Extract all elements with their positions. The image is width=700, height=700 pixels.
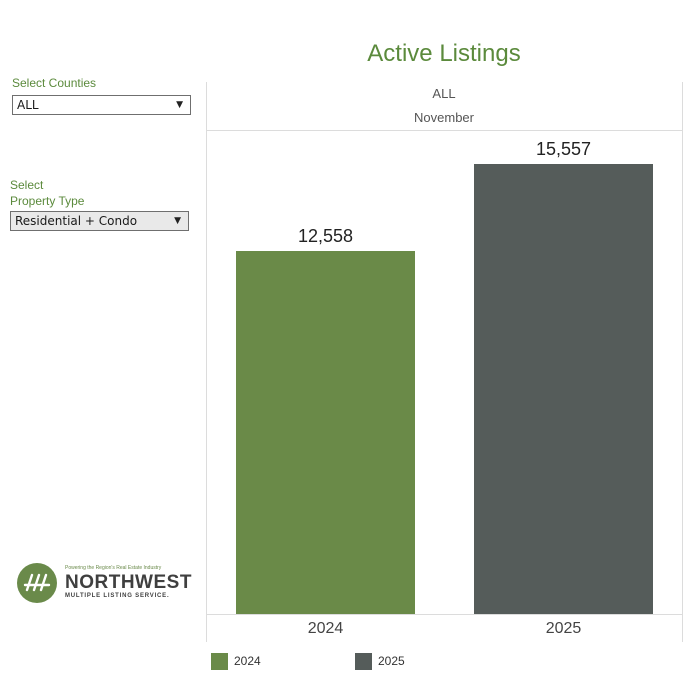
logo-name: NORTHWEST	[65, 572, 192, 593]
counties-dropdown-value: ALL	[17, 98, 39, 112]
property-type-dropdown-value: Residential + Condo	[15, 214, 138, 228]
data-label-2024: 12,558	[297, 226, 354, 246]
property-type-filter-label-line1: Select	[10, 178, 44, 192]
nwmls-logo-mark-icon	[17, 563, 57, 603]
chart-right-border	[682, 82, 683, 642]
chevron-down-icon: ▼	[174, 216, 181, 226]
property-type-dropdown[interactable]: Residential + Condo ▼	[10, 211, 189, 231]
x-axis-line	[206, 614, 683, 615]
property-type-filter-label-line2: Property Type	[10, 194, 85, 208]
chevron-down-icon: ▼	[176, 100, 183, 110]
counties-filter-label: Select Counties	[12, 76, 97, 90]
plot-area: 12,558 15,557	[206, 130, 683, 614]
header-line-1: ALL	[432, 86, 456, 101]
bar-2025[interactable]	[474, 164, 653, 614]
legend-swatch-2024[interactable]	[211, 653, 228, 670]
bar-2024[interactable]	[236, 251, 415, 614]
x-tick-2025: 2025	[545, 620, 582, 637]
chart-title: Active Listings	[367, 40, 521, 67]
data-label-2025: 15,557	[535, 139, 592, 159]
nwmls-logo: Powering the Region's Real Estate Indust…	[17, 562, 192, 606]
logo-tagline: Powering the Region's Real Estate Indust…	[65, 565, 162, 571]
header-divider	[206, 130, 683, 131]
counties-dropdown[interactable]: ALL ▼	[12, 95, 191, 115]
x-tick-2024: 2024	[307, 620, 344, 637]
legend-swatch-2025[interactable]	[355, 653, 372, 670]
chart-left-border	[206, 82, 207, 642]
legend-label-2025: 2025	[378, 654, 405, 668]
legend-label-2024[interactable]: 2024	[234, 654, 261, 668]
logo-subname: MULTIPLE LISTING SERVICE.	[65, 593, 170, 599]
header-line-2: November	[414, 110, 474, 125]
